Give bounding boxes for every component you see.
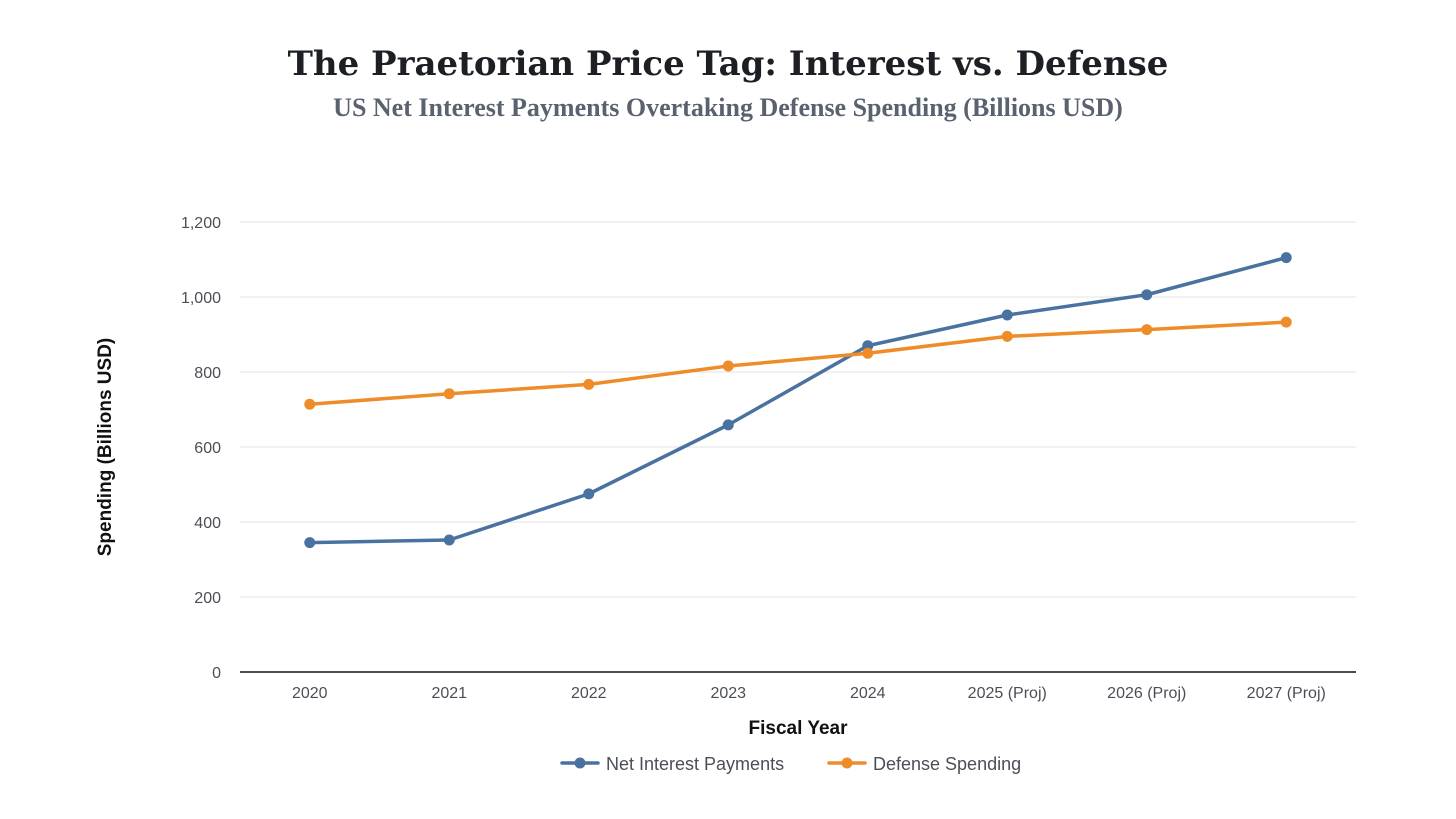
- series-group: [304, 252, 1292, 549]
- data-point-net-interest-2022[interactable]: [583, 488, 595, 500]
- x-axis-title: Fiscal Year: [749, 718, 849, 739]
- legend-item-net-interest[interactable]: Net Interest Payments: [560, 754, 784, 774]
- legend-item-defense[interactable]: Defense Spending: [827, 754, 1021, 774]
- x-axis-ticks: 2020 2021 2022 2023 2024 2025 (Proj) 2026 (Pro…: [292, 685, 1326, 702]
- data-point-net-interest-2026-proj[interactable]: [1141, 289, 1153, 301]
- y-tick-label: 400: [194, 515, 221, 532]
- x-tick-label: 2020: [292, 685, 328, 702]
- gridlines: [240, 221, 1356, 598]
- x-tick-label: 2022: [571, 685, 607, 702]
- x-tick-label: 2025 (Proj): [968, 685, 1047, 702]
- x-tick-label: 2021: [431, 685, 467, 702]
- legend-label: Defense Spending: [873, 754, 1021, 774]
- legend-label: Net Interest Payments: [606, 754, 784, 774]
- y-tick-label: 200: [194, 590, 221, 607]
- series-line-net-interest: [308, 255, 1288, 545]
- y-tick-label: 1,000: [181, 290, 221, 307]
- data-point-defense-2026-proj[interactable]: [1141, 324, 1153, 336]
- data-point-defense-2020[interactable]: [304, 398, 316, 410]
- chart-subtitle: US Net Interest Payments Overtaking Defe…: [333, 93, 1123, 122]
- y-tick-label: 0: [212, 665, 221, 682]
- legend: Net Interest Payments Defense Spending: [560, 754, 1021, 774]
- legend-swatch-marker: [574, 757, 586, 769]
- y-tick-label: 800: [194, 365, 221, 382]
- data-point-net-interest-2023[interactable]: [722, 419, 734, 431]
- data-point-defense-2021[interactable]: [443, 388, 455, 400]
- data-point-defense-2023[interactable]: [722, 360, 734, 372]
- y-axis-title: Spending (Billions USD): [95, 338, 116, 557]
- data-point-net-interest-2021[interactable]: [443, 534, 455, 546]
- x-tick-label: 2027 (Proj): [1247, 685, 1326, 702]
- chart-title: The Praetorian Price Tag: Interest vs. D…: [287, 44, 1169, 84]
- y-axis-ticks: 0 200 400 600 800 1,000 1,200: [181, 215, 221, 682]
- data-point-net-interest-2020[interactable]: [304, 537, 316, 549]
- x-tick-label: 2024: [850, 685, 886, 702]
- data-point-defense-2022[interactable]: [583, 378, 595, 390]
- data-point-net-interest-2027-proj[interactable]: [1280, 252, 1292, 264]
- legend-swatch-marker: [841, 757, 853, 769]
- data-point-defense-2027-proj[interactable]: [1280, 316, 1292, 328]
- x-tick-label: 2026 (Proj): [1107, 685, 1186, 702]
- data-point-defense-2025-proj[interactable]: [1001, 330, 1013, 342]
- y-tick-label: 600: [194, 440, 221, 457]
- series-line-defense: [308, 320, 1288, 406]
- x-tick-label: 2023: [710, 685, 746, 702]
- data-point-net-interest-2025-proj[interactable]: [1001, 309, 1013, 321]
- data-point-defense-2024[interactable]: [862, 347, 874, 359]
- y-tick-label: 1,200: [181, 215, 221, 232]
